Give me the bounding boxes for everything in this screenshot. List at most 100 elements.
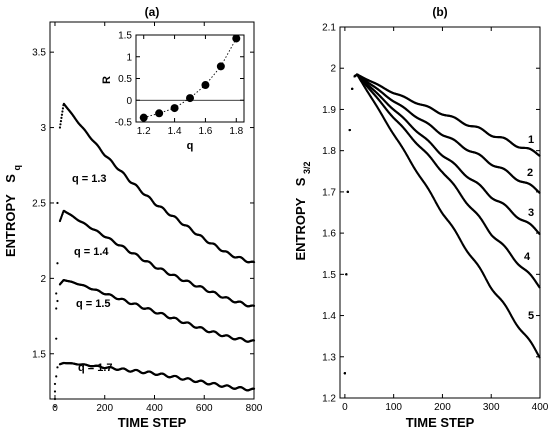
- inset-data-points: [139, 34, 241, 122]
- panel-b-point: [351, 87, 354, 90]
- panel-a-point: [59, 123, 62, 126]
- series-label-q17: q = 1.7: [78, 362, 113, 374]
- series-label-q14: q = 1.4: [74, 246, 109, 258]
- panel-a-ylabel-word: ENTROPY: [3, 194, 18, 257]
- panel-a-point: [61, 110, 64, 113]
- inset-point: [216, 62, 225, 71]
- inset-point: [232, 34, 241, 43]
- panel-b-point: [538, 286, 541, 289]
- panel-a-xlabel: TIME STEP: [118, 415, 187, 430]
- panel-b-xtick-label: 200: [434, 402, 451, 413]
- panel-a-point: [252, 304, 256, 307]
- panel-a-point: [55, 307, 58, 310]
- inset-ytick-label: -0.5: [115, 118, 133, 129]
- panel-a-data-points: [53, 102, 256, 408]
- panel-a-point: [53, 382, 57, 386]
- panel-a-point: [252, 260, 256, 264]
- panel-b-plot-frame: [339, 26, 541, 399]
- panel-a-ytick-label: 3: [40, 123, 46, 134]
- panel-a-point: [58, 126, 62, 129]
- panel-b-ytick-label: 2: [330, 64, 336, 75]
- panel-b-xtick-label: 400: [532, 402, 549, 413]
- panel-a: (a) 0 200 400 600 800 1.5 2 2.5 3 3.5 TIME STEP E…: [3, 5, 263, 430]
- series-label-q15: q = 1.5: [76, 298, 111, 310]
- inset-point: [170, 104, 179, 113]
- series-label-3: 3: [528, 207, 534, 219]
- panel-b-ytick-label: 1.5: [322, 270, 336, 281]
- panel-b-ytick-label: 2.1: [322, 23, 336, 34]
- series-label-q13: q = 1.3: [72, 173, 107, 185]
- inset-point: [201, 81, 210, 90]
- panel-b-ytick-label: 1.3: [322, 352, 336, 363]
- panel-a-title: (a): [145, 5, 160, 19]
- panel-b-point: [345, 273, 348, 276]
- panel-a-point: [60, 113, 64, 116]
- inset-ytick-label: 1.5: [118, 31, 132, 42]
- panel-b-point: [348, 128, 351, 132]
- panel-b-point: [346, 190, 349, 193]
- panel-b-ytick-label: 1.6: [322, 229, 336, 240]
- inset-point: [186, 94, 194, 103]
- panel-b-ylabel: ENTROPY S 3/2: [293, 161, 312, 260]
- panel-a-xtick-label: 800: [246, 403, 263, 414]
- inset-xtick-label: 1.8: [229, 126, 243, 137]
- panel-a-ytick-label: 1.5: [32, 349, 46, 360]
- series-label-4: 4: [524, 251, 531, 263]
- panel-a-point: [56, 262, 59, 265]
- inset-plot-frame: [135, 34, 245, 123]
- panel-b-xtick-label: 300: [483, 402, 500, 413]
- panel-b-point: [538, 232, 541, 236]
- panel-a-point: [53, 390, 57, 393]
- panel-a-ylabel-subscript: q: [12, 165, 22, 171]
- panel-a-point: [55, 337, 58, 340]
- panel-a-plot-frame: [49, 21, 255, 400]
- panel-a-point: [56, 299, 59, 303]
- panel-b-ytick-label: 1.7: [322, 187, 336, 198]
- inset-ytick-label: 0: [126, 96, 132, 107]
- panel-b-point: [538, 356, 541, 359]
- inset-xlabel: q: [187, 140, 194, 152]
- panel-b-ylabel-word: ENTROPY: [293, 197, 308, 260]
- panel-a-point: [252, 387, 256, 390]
- panel-a-ticks: 0 200 400 600 800 1.5 2 2.5 3 3.5: [32, 22, 263, 414]
- series-label-5: 5: [528, 310, 534, 322]
- panel-a-ytick-label: 2: [40, 274, 46, 285]
- panel-b-xtick-label: 100: [385, 402, 402, 413]
- inset-ytick-label: 1: [126, 52, 132, 63]
- panel-b-xtick-label: 0: [342, 402, 348, 413]
- panel-a-ytick-label: 2.5: [32, 198, 46, 209]
- panel-b-ytick-label: 1.8: [322, 146, 336, 157]
- inset-xtick-label: 1.6: [198, 126, 212, 137]
- inset-chart: 1.2 1.4 1.6 1.8 -0.5 0 0.5 1 1.5 q R: [101, 31, 245, 152]
- panel-b-ytick-label: 1.9: [322, 105, 336, 116]
- panel-b-ytick-label: 1.4: [322, 311, 336, 322]
- panel-a-xtick-label: 200: [96, 403, 113, 414]
- panel-a-point: [61, 107, 65, 110]
- panel-a-ylabel-symbol: S: [3, 174, 18, 183]
- panel-a-ytick-label: 3.5: [32, 48, 46, 59]
- svg-text:ENTROPY S 3/2: ENTROPY S 3/2: [293, 161, 312, 260]
- inset-point: [155, 109, 164, 118]
- inset-ylabel: R: [101, 76, 113, 84]
- panel-b-data-points: [343, 73, 541, 375]
- panel-a-point: [56, 366, 59, 369]
- panel-a-point: [59, 120, 63, 123]
- panel-b-point: [538, 154, 541, 157]
- panel-b: (b) 0 100 200 300 400 1.2 1.3 1.4 1.5 1.6 1.7 1.8 1.…: [293, 5, 549, 430]
- panel-a-xtick-label: 400: [146, 403, 163, 414]
- panel-a-point: [252, 339, 256, 342]
- panel-b-title: (b): [432, 5, 447, 19]
- series-label-2: 2: [527, 167, 533, 179]
- inset-xtick-label: 1.4: [168, 126, 182, 137]
- panel-a-ylabel: ENTROPY S q: [3, 165, 22, 257]
- panel-a-point: [55, 292, 58, 295]
- panel-a-point: [53, 397, 57, 401]
- inset-point: [139, 113, 148, 122]
- panel-b-point: [343, 372, 346, 375]
- panel-a-point: [60, 116, 63, 120]
- panel-a-xtick-label: 600: [196, 403, 213, 414]
- panel-b-ytick-label: 1.2: [322, 394, 336, 405]
- panel-b-point: [538, 191, 541, 194]
- inset-ytick-label: 0.5: [118, 74, 132, 85]
